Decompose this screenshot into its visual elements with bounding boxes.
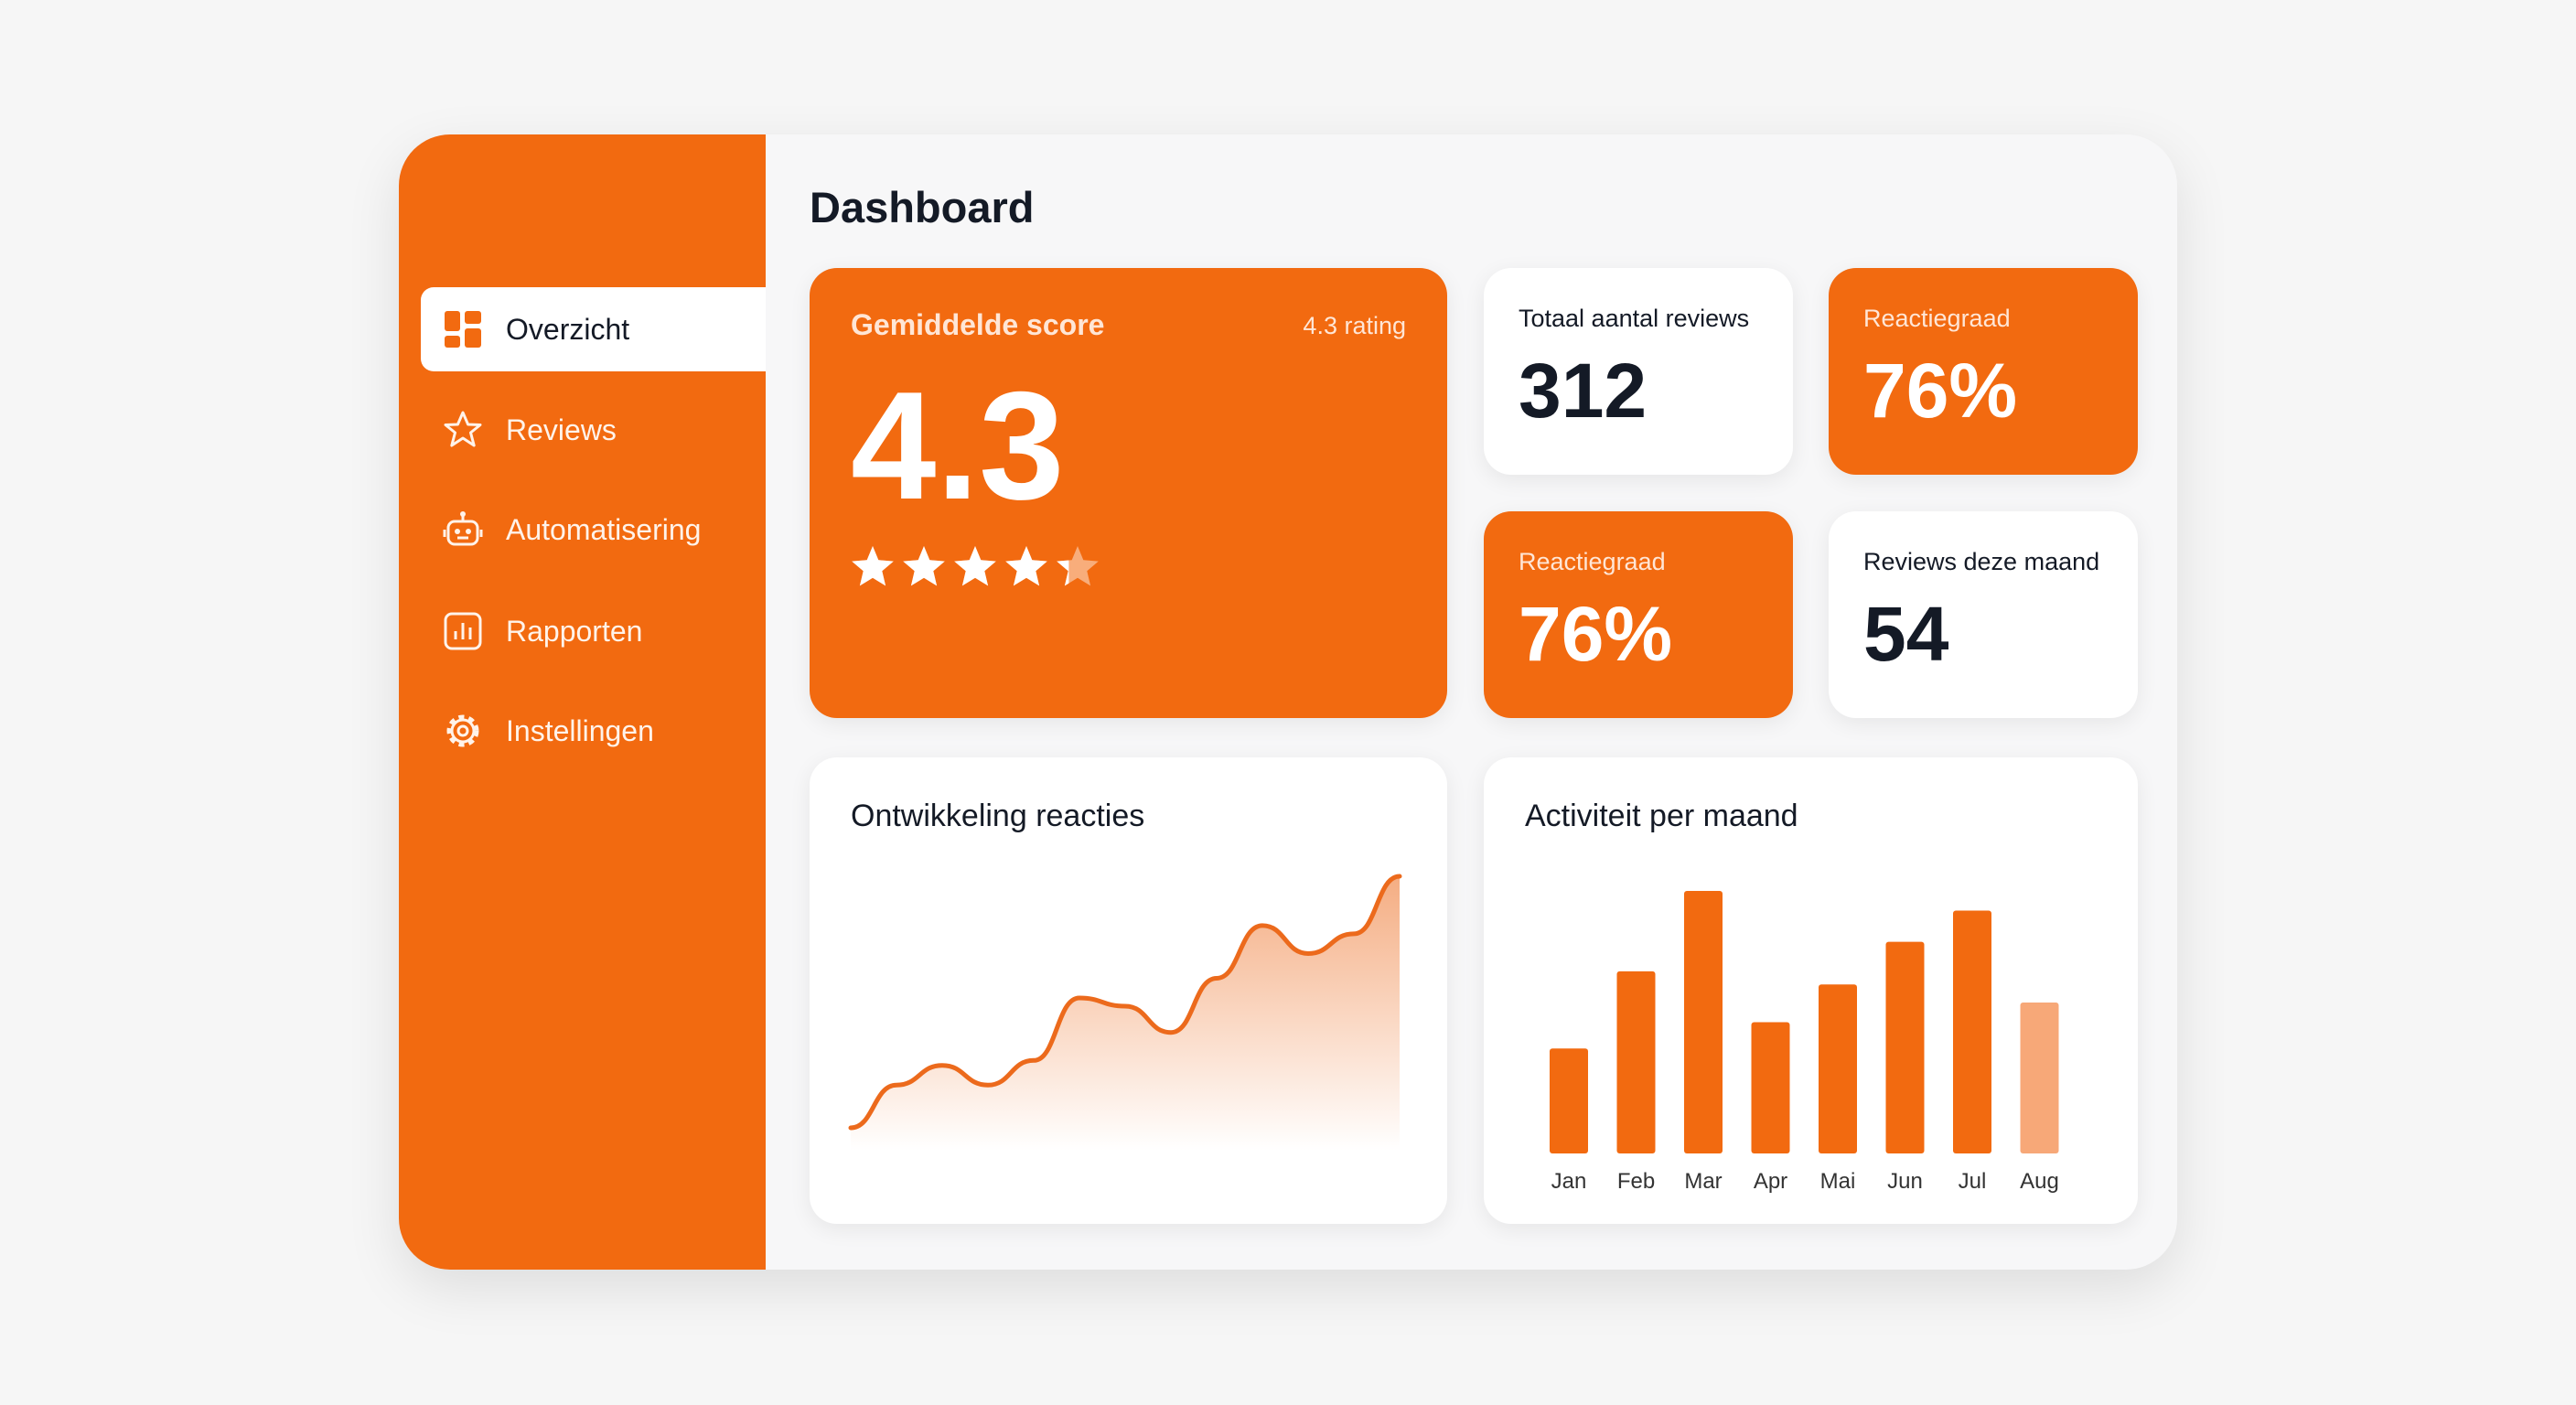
line-chart-card: Ontwikkeling reacties: [810, 757, 1447, 1224]
bar-chart: Jan Feb Mar Apr Mai Jun Jul Aug: [1550, 891, 2059, 1194]
nav-label: Reviews: [506, 413, 617, 446]
nav-label: Instellingen: [506, 713, 654, 747]
star-rating: [852, 546, 1099, 586]
icon-report: [444, 612, 482, 650]
x-tick-label: Jul: [1959, 1169, 1987, 1194]
nav-item[interactable]: Rapporten: [421, 589, 766, 673]
bar: [1953, 910, 1991, 1153]
stat-card: Reactiegraad 76%: [1829, 268, 2138, 475]
nav-item[interactable]: Overzicht: [421, 287, 766, 371]
line-chart: [848, 874, 1402, 1151]
stat-card: Reviews deze maand 54: [1829, 511, 2138, 718]
x-tick-label: Feb: [1617, 1169, 1655, 1194]
score-value: 4.3: [851, 359, 1065, 531]
nav-label: Overzicht: [506, 312, 630, 346]
nav-label: Automatisering: [506, 512, 702, 546]
x-tick-label: Mar: [1684, 1169, 1722, 1194]
stat-value: 76%: [1519, 591, 1673, 677]
sidebar: Overzicht Reviews Automatisering Rapport…: [399, 134, 766, 1270]
page-title: Dashboard: [810, 183, 1035, 231]
stat-value: 54: [1863, 591, 1949, 677]
nav-item[interactable]: Instellingen: [421, 689, 766, 773]
icon-robot: [443, 511, 483, 546]
bar: [1684, 891, 1723, 1153]
x-tick-label: Aug: [2020, 1169, 2059, 1194]
bar-chart-card: Activiteit per maand Jan Feb Mar Apr Mai Jun J…: [1484, 757, 2138, 1224]
line: [848, 874, 1402, 1131]
card-title: Gemiddelde score: [851, 308, 1105, 341]
rating-badge: 4.3 rating: [1303, 312, 1406, 339]
nav-item[interactable]: Automatisering: [421, 488, 766, 572]
bar: [1885, 941, 1925, 1153]
area: [851, 876, 1400, 1151]
nav-item[interactable]: Reviews: [421, 388, 766, 472]
chart-title: Activiteit per maand: [1525, 799, 1798, 833]
bar: [1751, 1022, 1790, 1153]
icon-star: [444, 411, 482, 447]
stat-value: 76%: [1863, 348, 2018, 434]
stat-label: Reviews deze maand: [1863, 548, 2100, 575]
dashboard-window: Overzicht Reviews Automatisering Rapport…: [399, 134, 2177, 1270]
star: [1005, 546, 1047, 586]
stat-label: Reactiegraad: [1519, 548, 1666, 575]
star: [1057, 560, 1069, 586]
star: [954, 546, 996, 586]
x-tick-label: Jun: [1887, 1169, 1923, 1194]
bar: [1819, 984, 1857, 1153]
icon-overview: [445, 311, 481, 348]
nav-label: Rapporten: [506, 614, 643, 648]
x-tick-label: Jan: [1551, 1169, 1587, 1194]
star: [852, 546, 894, 586]
star: [903, 546, 945, 586]
bar: [1550, 1048, 1588, 1153]
stat-label: Reactiegraad: [1863, 305, 2011, 332]
bar: [1616, 971, 1656, 1153]
icon-settings: [446, 714, 479, 747]
bar: [2020, 1002, 2059, 1153]
stat-card: Reactiegraad 76%: [1484, 511, 1793, 718]
stat-value: 312: [1519, 348, 1648, 434]
stat-card: Totaal aantal reviews 312: [1484, 268, 1793, 475]
score-card: Gemiddelde score 4.3 rating 4.3: [810, 268, 1447, 718]
x-tick-label: Apr: [1754, 1169, 1787, 1194]
x-tick-label: Mai: [1820, 1169, 1856, 1194]
chart-title: Ontwikkeling reacties: [851, 799, 1145, 833]
stat-label: Totaal aantal reviews: [1519, 305, 1750, 332]
